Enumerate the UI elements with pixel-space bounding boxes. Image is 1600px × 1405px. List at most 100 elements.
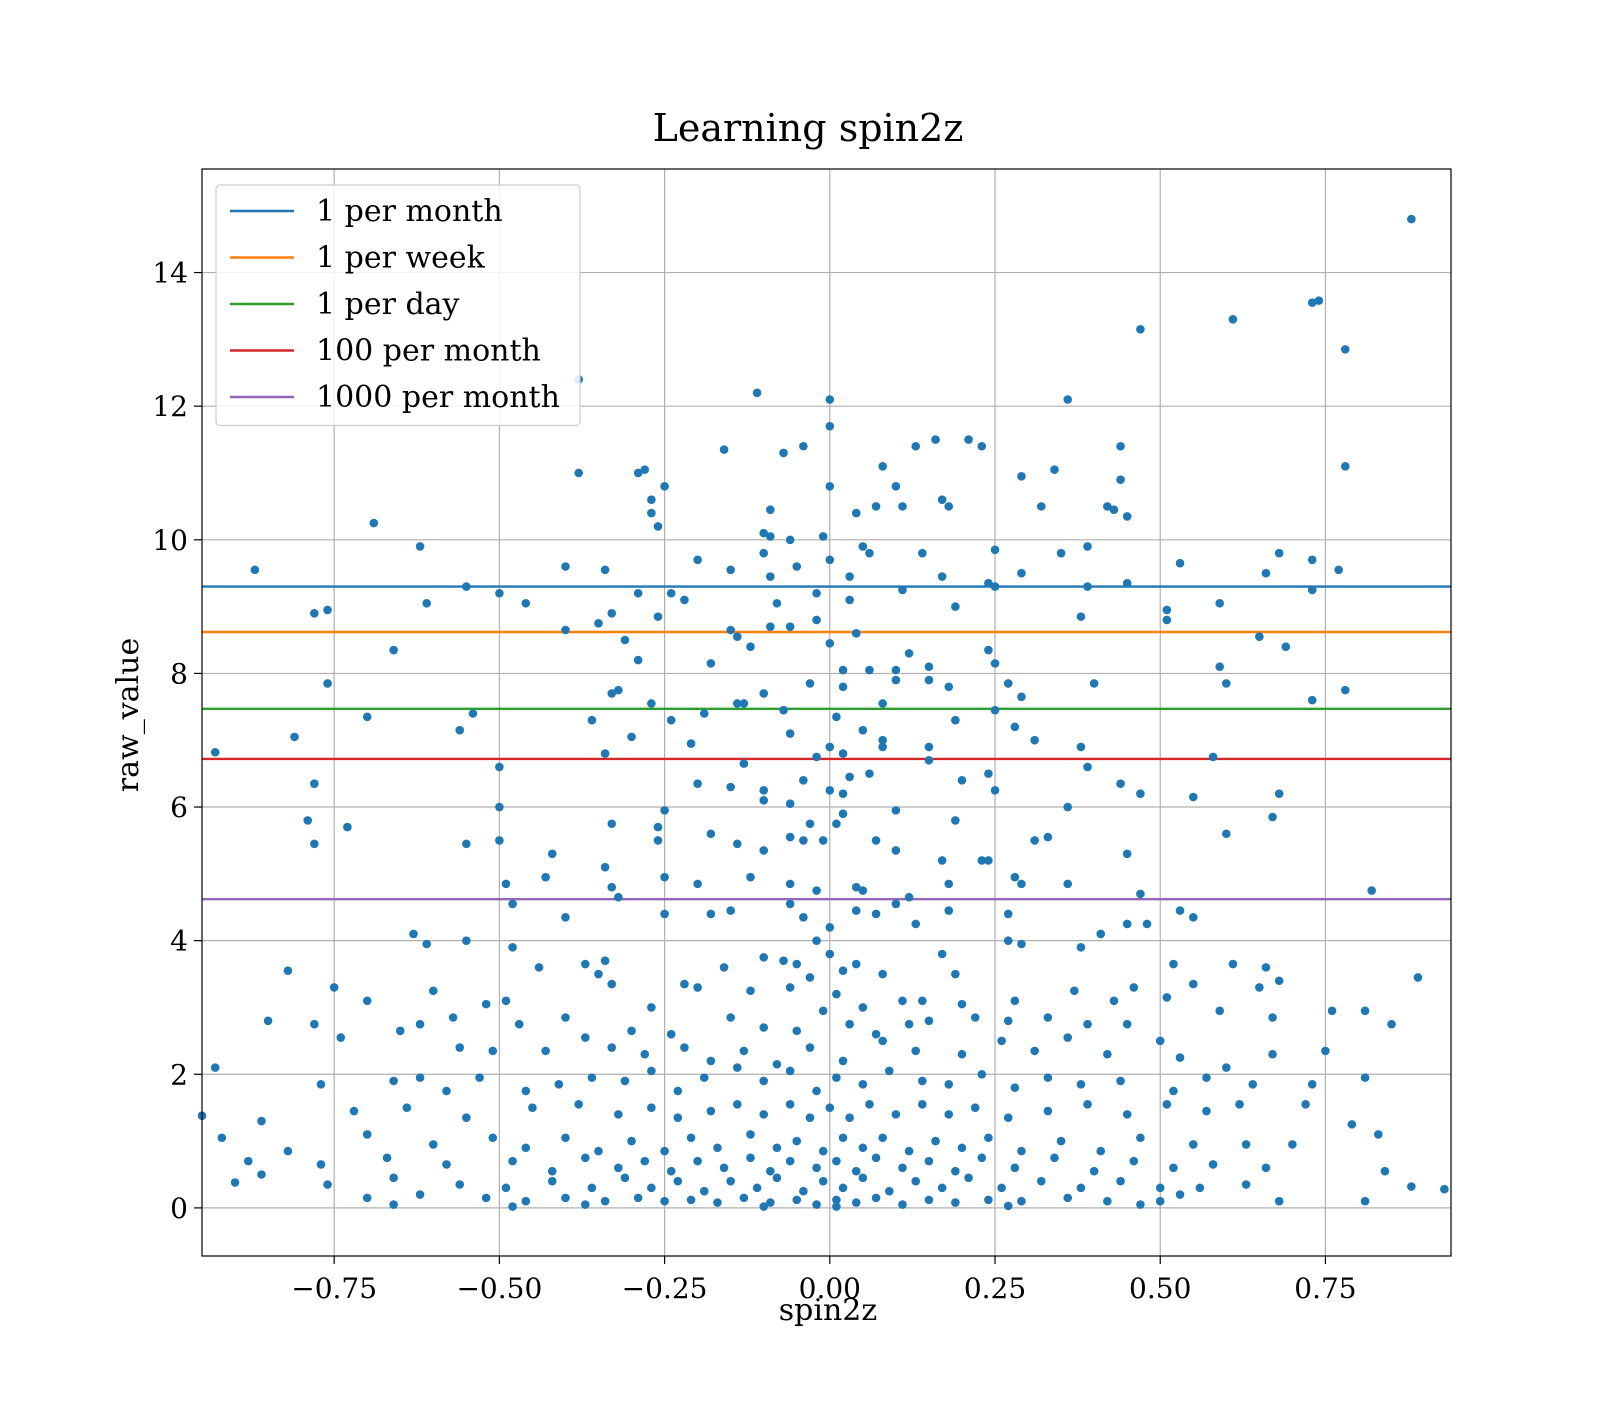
scatter-point: [726, 625, 735, 635]
scatter-point: [673, 1086, 683, 1096]
scatter-point: [957, 999, 967, 1009]
scatter-point: [924, 1156, 934, 1166]
scatter-point: [838, 665, 848, 675]
scatter-points: [197, 214, 1449, 1211]
scatter-point: [799, 441, 808, 451]
scatter-point: [1136, 889, 1145, 899]
x-tick-label: 0.75: [1294, 1272, 1356, 1305]
scatter-point: [951, 1166, 960, 1176]
scatter-point: [1188, 792, 1198, 802]
scatter-point: [818, 532, 828, 541]
scatter-point: [1122, 512, 1132, 521]
scatter-point: [389, 1200, 398, 1209]
scatter-point: [1241, 1180, 1251, 1189]
scatter-point: [871, 1153, 881, 1163]
scatter-point: [918, 996, 927, 1006]
scatter-point: [1003, 1201, 1013, 1211]
scatter-point: [924, 662, 934, 672]
scatter-point: [1017, 1196, 1026, 1206]
scatter-point: [785, 899, 795, 909]
scatter-point: [825, 742, 835, 752]
y-tick-label: 2: [170, 1058, 188, 1091]
scatter-point: [323, 605, 332, 615]
scatter-point: [620, 1076, 630, 1086]
scatter-point: [389, 645, 398, 655]
scatter-point: [918, 548, 927, 558]
scatter-point: [620, 635, 630, 645]
scatter-point: [818, 1006, 828, 1016]
x-axis-label: spin2z: [779, 1293, 877, 1328]
scatter-point: [891, 899, 901, 909]
scatter-point: [633, 655, 643, 665]
scatter-point: [1136, 325, 1145, 334]
scatter-point: [772, 598, 782, 608]
scatter-point: [323, 679, 332, 688]
scatter-point: [495, 802, 504, 812]
scatter-point: [501, 879, 511, 889]
scatter-point: [1017, 879, 1026, 889]
scatter-point: [1103, 1049, 1112, 1059]
scatter-point: [1083, 1100, 1092, 1109]
y-tick-label: 6: [170, 791, 188, 824]
scatter-point: [891, 675, 901, 685]
scatter-point: [732, 632, 742, 641]
scatter-point: [1116, 1076, 1125, 1086]
scatter-point: [495, 762, 504, 772]
x-tick-label: 0.00: [799, 1272, 861, 1305]
scatter-point: [898, 1200, 907, 1209]
scatter-point: [680, 595, 689, 605]
scatter-point: [462, 582, 471, 591]
scatter-point: [706, 1106, 716, 1116]
scatter-point: [699, 1186, 709, 1196]
scatter-point: [1056, 548, 1066, 558]
scatter-point: [1036, 502, 1046, 511]
scatter-point: [574, 1100, 583, 1109]
scatter-point: [865, 548, 874, 558]
scatter-point: [805, 1113, 815, 1123]
scatter-point: [1076, 1183, 1086, 1193]
scatter-point: [1070, 986, 1079, 996]
scatter-point: [832, 819, 841, 829]
scatter-point: [1380, 1166, 1390, 1176]
scatter-point: [818, 1176, 828, 1186]
scatter-point: [1340, 685, 1350, 695]
scatter-point: [1076, 612, 1086, 621]
scatter-point: [871, 1029, 881, 1039]
scatter-point: [785, 799, 795, 808]
scatter-point: [415, 1073, 425, 1082]
scatter-point: [970, 1103, 980, 1112]
scatter-point: [1010, 872, 1020, 882]
scatter-point: [759, 786, 769, 795]
scatter-point: [997, 1183, 1006, 1193]
scatter-point: [561, 625, 570, 635]
legend-label: 1 per day: [316, 287, 460, 322]
scatter-point: [428, 986, 438, 996]
scatter-point: [1188, 912, 1198, 922]
scatter-point: [779, 956, 788, 965]
scatter-point: [1215, 598, 1225, 608]
scatter-point: [739, 759, 749, 768]
scatter-point: [904, 649, 914, 658]
scatter-point: [818, 1146, 828, 1156]
scatter-point: [865, 1100, 874, 1109]
scatter-point: [951, 816, 960, 825]
scatter-point: [706, 829, 716, 839]
scatter-point: [891, 482, 901, 491]
scatter-point: [303, 816, 313, 825]
scatter-point: [825, 949, 835, 959]
scatter-point: [263, 1016, 273, 1026]
scatter-point: [283, 966, 293, 976]
scatter-point: [1202, 1073, 1211, 1082]
scatter-point: [759, 1076, 769, 1086]
scatter-point: [799, 1186, 808, 1196]
scatter-point: [851, 959, 861, 969]
scatter-point: [1360, 1196, 1370, 1206]
scatter-point: [607, 689, 617, 698]
scatter-point: [1274, 789, 1284, 798]
scatter-point: [1440, 1184, 1449, 1194]
scatter-point: [647, 1003, 656, 1012]
scatter-point: [680, 1043, 689, 1052]
scatter-point: [633, 588, 643, 598]
scatter-point: [812, 1200, 821, 1209]
scatter-point: [838, 749, 848, 758]
